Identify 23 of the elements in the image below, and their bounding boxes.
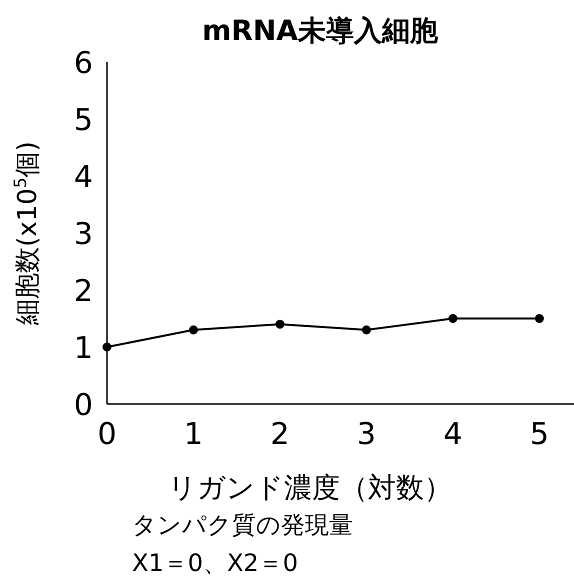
point — [448, 314, 458, 323]
x-axis-title: リガンド濃度（対数） — [168, 471, 452, 504]
text: タンパク質の発現量 — [132, 511, 353, 539]
x-tick-label: 1 — [184, 417, 204, 452]
point — [534, 314, 544, 323]
chart-title: mRNA未導入細胞 — [202, 14, 439, 47]
point — [275, 320, 284, 329]
y-tick-label: 0 — [74, 388, 93, 423]
x-tick-label: 5 — [530, 417, 549, 452]
text: X1＝0、X2＝0 — [132, 549, 298, 577]
y-tick-label: 3 — [74, 217, 93, 252]
point — [188, 325, 198, 334]
x-tick-label: 3 — [356, 417, 376, 452]
y-tick-label: 5 — [74, 103, 93, 138]
x-tick-label: 2 — [270, 417, 290, 452]
y-tick-label: 4 — [74, 160, 93, 195]
y-tick-label: 6 — [74, 46, 93, 81]
x-tick-label: 0 — [97, 417, 117, 452]
y-tick-label: 2 — [74, 274, 93, 309]
x-tick-label: 4 — [443, 417, 462, 452]
point — [362, 325, 371, 334]
y-tick-label: 1 — [74, 331, 93, 366]
point — [102, 342, 112, 352]
